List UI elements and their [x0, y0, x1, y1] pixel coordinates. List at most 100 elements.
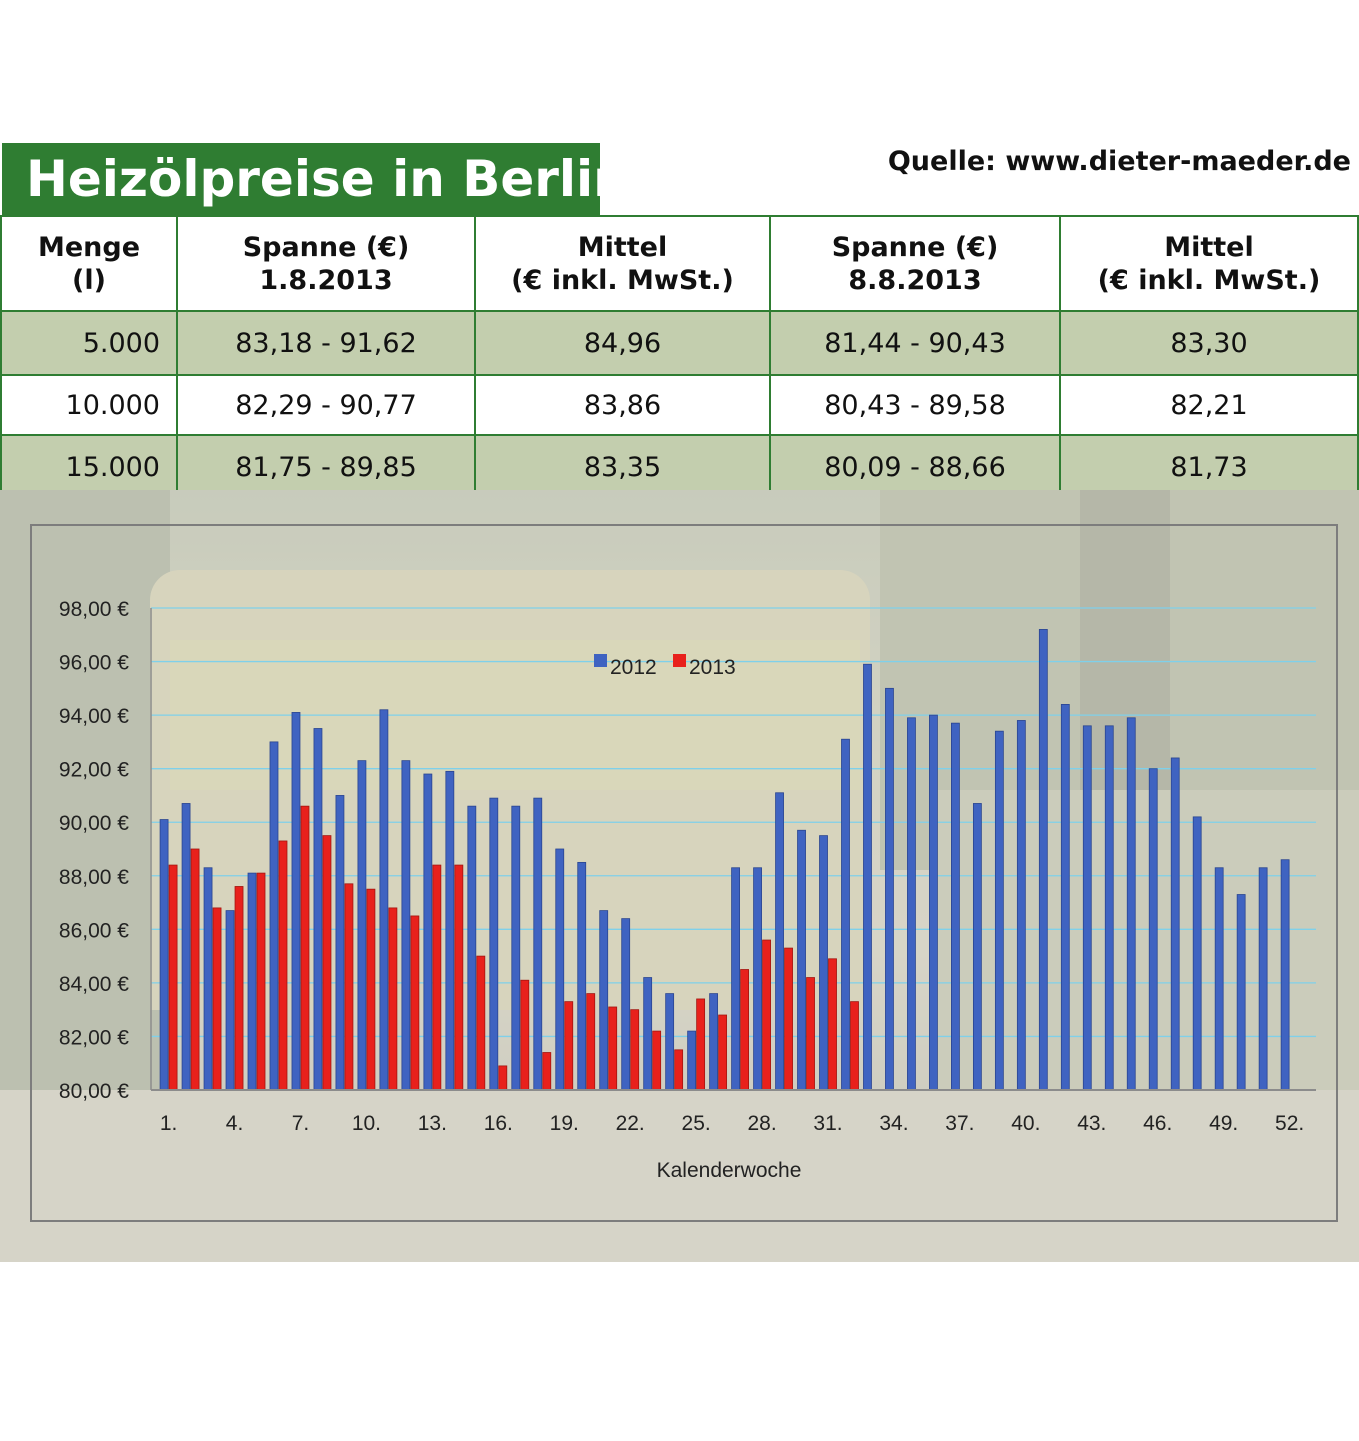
x-tick-label: 49. [1209, 1112, 1238, 1135]
cell-range-0108: 81,75 - 89,85 [176, 434, 476, 500]
cell-mean-0808: 82,21 [1059, 374, 1359, 436]
bar-2012-w9 [335, 795, 345, 1091]
bar-2012-w21 [599, 910, 609, 1091]
bar-2012-w3 [203, 867, 213, 1091]
bar-2013-w8 [322, 835, 332, 1091]
bar-2013-w14 [454, 864, 464, 1091]
bar-2012-w19 [555, 848, 565, 1091]
bar-2012-w13 [423, 773, 433, 1091]
bar-2013-w15 [476, 955, 486, 1091]
y-tick-label: 80,00 € [59, 1080, 129, 1103]
bar-2013-w9 [344, 883, 354, 1091]
cell-mean-0108: 84,96 [474, 310, 771, 376]
bar-2012-w41 [1038, 629, 1048, 1091]
bar-2012-w37 [951, 722, 960, 1091]
bar-2012-w34 [885, 687, 894, 1091]
cell-range-0108: 82,29 - 90,77 [176, 374, 476, 436]
x-tick-label: 52. [1275, 1112, 1304, 1135]
bar-2013-w32 [850, 1001, 859, 1091]
bar-2012-w33 [863, 663, 872, 1091]
bar-2012-w1 [159, 819, 169, 1091]
x-tick-label: 40. [1011, 1112, 1040, 1135]
bar-2012-w47 [1170, 757, 1180, 1091]
x-tick-label: 25. [682, 1112, 711, 1135]
bars [159, 629, 1290, 1091]
bar-2013-w28 [762, 939, 771, 1091]
bar-2012-w24 [665, 993, 675, 1091]
y-tick-label: 98,00 € [59, 598, 129, 621]
bar-2012-w35 [907, 717, 916, 1091]
bar-2012-w7 [291, 712, 301, 1091]
bar-2012-w29 [775, 792, 784, 1091]
bar-2013-w23 [652, 1030, 662, 1091]
x-tick-label: 37. [945, 1112, 974, 1135]
y-tick-label: 82,00 € [59, 1026, 129, 1049]
bar-2012-w11 [379, 709, 389, 1091]
cell-quantity: 10.000 [0, 374, 178, 436]
road-shape [0, 1090, 1359, 1262]
bar-2012-w30 [797, 829, 806, 1091]
bar-2013-w21 [608, 1006, 618, 1091]
y-tick-label: 88,00 € [59, 866, 129, 889]
source-credit: Quelle: www.dieter-maeder.de [887, 146, 1351, 177]
chart-frame [30, 524, 1338, 1222]
header-mean-0808: Mittel (€ inkl. MwSt.) [1059, 215, 1359, 312]
bar-2012-w43 [1082, 725, 1092, 1091]
bar-2013-w11 [388, 907, 398, 1091]
page-title: Heizölpreise in Berlin [2, 143, 629, 215]
bar-2012-w17 [511, 805, 521, 1091]
bar-2013-w12 [410, 915, 420, 1091]
legend-swatch-2012 [594, 654, 607, 667]
bar-2013-w31 [828, 958, 837, 1091]
bar-2013-w2 [190, 848, 200, 1091]
table-header-row: Menge (l) Spanne (€) 1.8.2013 Mittel (€ ink… [0, 215, 1359, 312]
bar-2013-w6 [278, 840, 288, 1091]
x-tick-label: 13. [418, 1112, 447, 1135]
table-row: 15.000 81,75 - 89,85 83,35 80,09 - 88,66… [0, 434, 1359, 500]
y-tick-label: 92,00 € [59, 759, 129, 782]
bar-2012-w2 [181, 803, 191, 1091]
bar-2013-w22 [630, 1009, 640, 1091]
bar-2012-w51 [1258, 867, 1268, 1091]
bar-2012-w8 [313, 728, 323, 1091]
bar-2013-w16 [498, 1065, 508, 1091]
x-tick-label: 4. [226, 1112, 244, 1135]
bar-2012-w42 [1060, 704, 1070, 1091]
cell-mean-0808: 81,73 [1059, 434, 1359, 500]
y-tick-labels: 80,00 € 82,00 € 84,00 € 86,00 € 88,00 € 90,00… [59, 598, 129, 1103]
x-tick-label: 16. [484, 1112, 513, 1135]
x-tick-label: 43. [1077, 1112, 1106, 1135]
table-row: 10.000 82,29 - 90,77 83,86 80,43 - 89,58… [0, 374, 1359, 436]
bar-2013-w5 [256, 872, 266, 1091]
y-tick-label: 96,00 € [59, 652, 129, 675]
cell-quantity: 5.000 [0, 310, 178, 376]
legend-swatch-2013 [673, 654, 686, 667]
bar-2013-w7 [300, 805, 310, 1091]
bar-2013-w10 [366, 888, 376, 1091]
bar-2013-w17 [520, 979, 530, 1091]
bar-2012-w5 [247, 872, 257, 1091]
y-tick-label: 86,00 € [59, 919, 129, 942]
bar-2012-w52 [1280, 859, 1290, 1091]
header-range-0108: Spanne (€) 1.8.2013 [176, 215, 476, 312]
bar-2012-w25 [687, 1030, 697, 1091]
bar-2013-w30 [806, 977, 815, 1091]
bar-2013-w4 [234, 886, 244, 1091]
bar-2012-w16 [489, 797, 499, 1091]
legend: 2012 2013 [594, 654, 736, 679]
bar-2013-w29 [784, 947, 793, 1091]
cell-mean-0108: 83,86 [474, 374, 771, 436]
bar-2013-w3 [212, 907, 222, 1091]
bar-2012-w23 [643, 977, 653, 1091]
bar-2012-w44 [1104, 725, 1114, 1091]
bar-2013-w24 [674, 1049, 684, 1091]
bar-2012-w50 [1236, 894, 1246, 1091]
bar-2012-w39 [994, 730, 1004, 1091]
y-tick-label: 84,00 € [59, 973, 129, 996]
price-table: Menge (l) Spanne (€) 1.8.2013 Mittel (€ ink… [0, 215, 1359, 500]
bar-2012-w26 [709, 993, 719, 1091]
bar-2012-w36 [929, 714, 938, 1091]
bar-2012-w15 [467, 805, 477, 1091]
bar-2013-w13 [432, 864, 442, 1091]
bar-2012-w6 [269, 741, 279, 1091]
